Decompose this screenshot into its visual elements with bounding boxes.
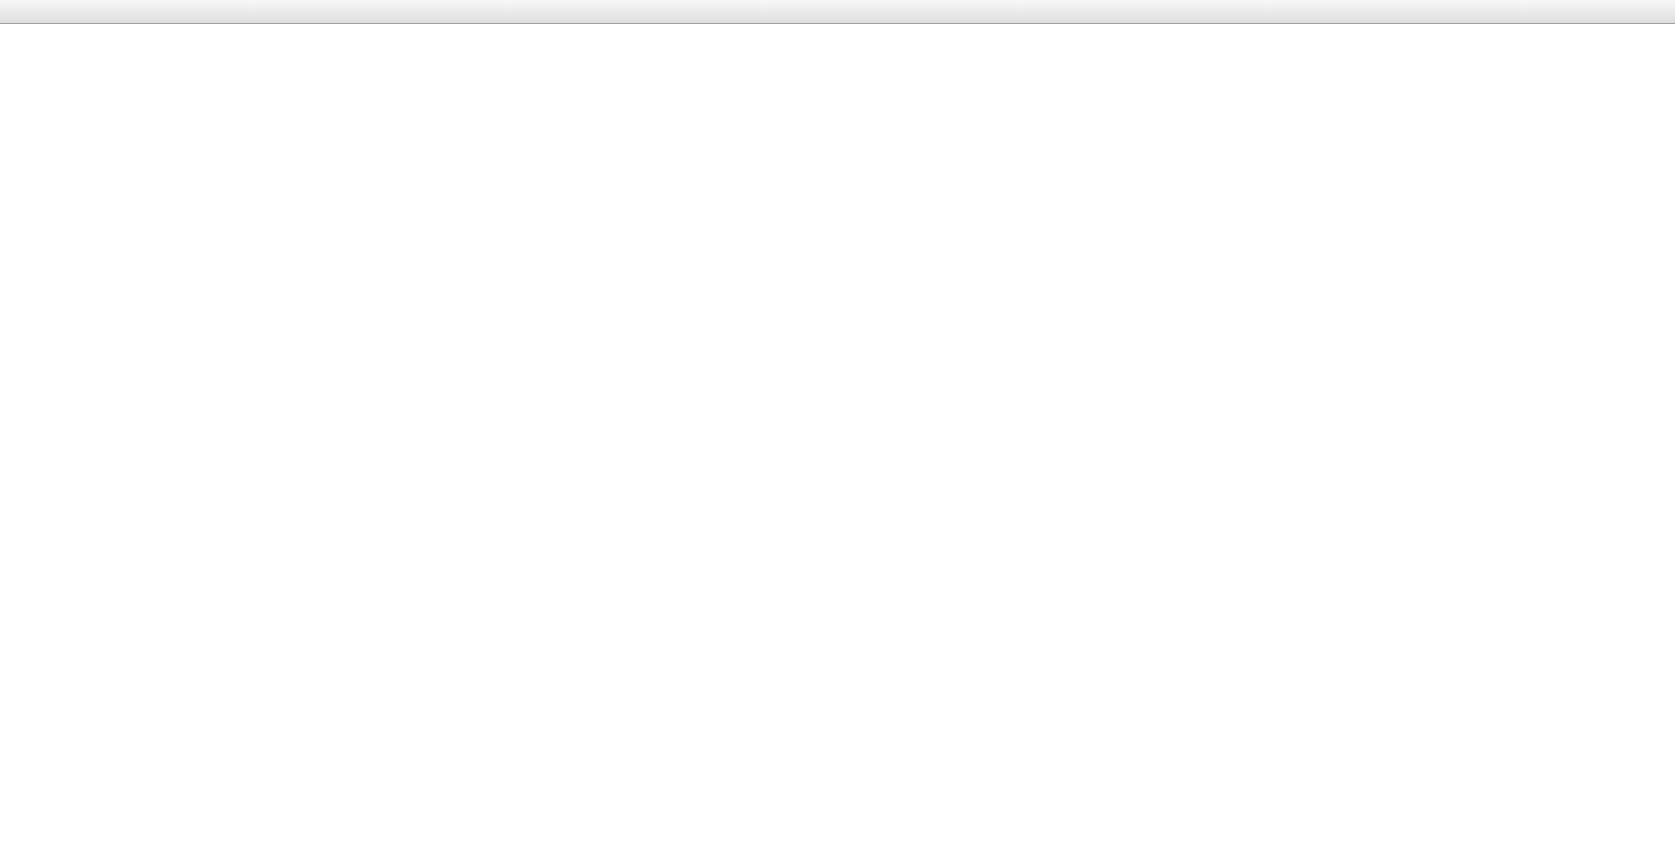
symbol-readout [6,29,14,41]
main-toolbar [0,0,1675,24]
macd-indicator-label [6,603,16,615]
rsi-indicator-label [6,703,11,715]
